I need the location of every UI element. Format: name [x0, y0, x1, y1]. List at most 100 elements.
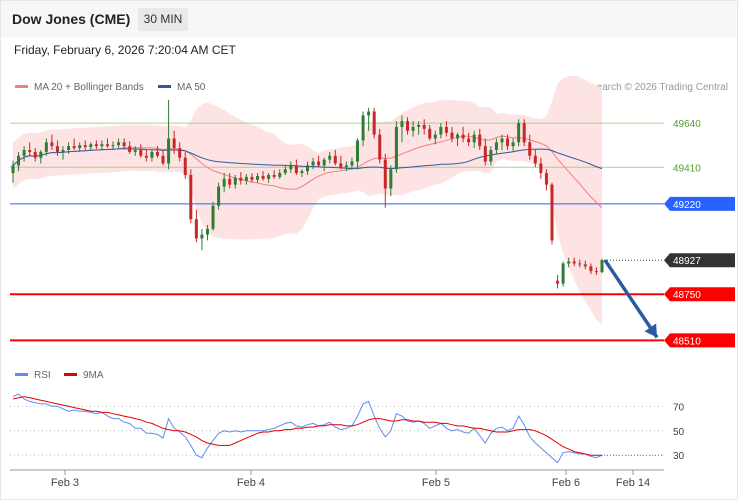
candle-body: [105, 144, 109, 147]
candle: [50, 134, 54, 150]
candle-body: [494, 142, 498, 150]
candle: [456, 132, 460, 147]
candle-body: [39, 151, 43, 158]
candle: [117, 138, 121, 149]
candle-body: [428, 128, 432, 139]
candle: [333, 150, 337, 166]
candle: [478, 128, 482, 150]
candle: [133, 146, 137, 156]
candle: [511, 138, 515, 152]
candle-body: [567, 261, 571, 264]
level-value: 48927: [673, 256, 701, 267]
rsi-tick-label: 70: [673, 402, 685, 413]
level-value: 49640: [673, 119, 701, 130]
candle: [255, 173, 259, 183]
level-value: 48750: [673, 290, 701, 301]
candle: [367, 107, 371, 131]
candle: [539, 157, 543, 179]
candle-body: [339, 163, 343, 168]
candle: [283, 165, 287, 175]
candle-body: [522, 123, 526, 143]
rsi-ma-swatch: [64, 372, 77, 376]
time-tick-label: Feb 5: [422, 477, 450, 489]
candle: [294, 159, 298, 175]
candle-body: [306, 165, 309, 172]
candle: [572, 257, 576, 267]
candle-body: [556, 280, 560, 284]
candle: [383, 153, 387, 208]
level-label-resistance: 49640: [673, 119, 701, 130]
projection-arrow-head: [644, 323, 657, 338]
chart-header: Dow Jones (CME) 30 MIN: [1, 1, 737, 37]
candle-body: [244, 176, 248, 181]
rsi-ma-legend-label: 9MA: [83, 370, 104, 381]
rsi-line: [12, 393, 603, 464]
candle-body: [322, 159, 326, 166]
candle-body: [100, 144, 104, 147]
legend-rsi: RSI: [15, 370, 51, 381]
candle-body: [211, 205, 215, 229]
candle-body: [467, 138, 471, 143]
candle-body: [272, 175, 276, 177]
candle-body: [350, 161, 354, 166]
candle-body: [294, 165, 298, 174]
candle: [461, 126, 465, 143]
projection-arrow-shaft: [603, 259, 659, 339]
candle-body: [472, 134, 476, 143]
candle-body: [489, 150, 493, 162]
candle: [317, 155, 321, 168]
candle: [411, 121, 415, 137]
candle: [422, 119, 426, 135]
candle-body: [183, 157, 187, 175]
candle: [567, 257, 571, 268]
candle: [194, 209, 198, 243]
candle-body: [383, 159, 387, 189]
candle-body: [67, 146, 71, 150]
candle: [39, 150, 43, 164]
candle: [83, 140, 87, 150]
candle: [72, 138, 76, 150]
rsi-tick-label: 50: [673, 427, 685, 438]
candle-body: [167, 138, 171, 164]
level-value: 49220: [673, 200, 701, 211]
candle-body: [28, 150, 32, 152]
candle-body: [150, 151, 154, 158]
candle-body: [133, 150, 137, 152]
candle: [589, 263, 593, 275]
candle: [183, 151, 187, 179]
candle: [356, 138, 360, 170]
candle: [239, 172, 243, 185]
candle: [211, 201, 215, 231]
candle-body: [461, 134, 465, 139]
candle-body: [128, 146, 132, 152]
candle-body: [94, 144, 98, 147]
timeframe-badge[interactable]: 30 MIN: [138, 8, 188, 31]
candle-body: [222, 178, 226, 187]
bollinger-band: [13, 75, 602, 326]
candle: [55, 140, 59, 156]
candle-body: [189, 175, 193, 220]
candle: [233, 175, 237, 189]
candle: [61, 146, 65, 160]
candle: [594, 267, 598, 275]
candle-body: [333, 155, 337, 164]
candle: [261, 171, 265, 181]
candle: [222, 173, 226, 193]
candle-body: [439, 126, 443, 135]
candle: [267, 173, 271, 183]
candle: [372, 107, 376, 139]
candle-body: [117, 142, 121, 146]
candle-body: [194, 219, 198, 239]
candle: [550, 182, 554, 245]
candle-body: [255, 175, 259, 180]
candle-body: [122, 142, 126, 147]
time-tick-label: Feb 14: [616, 477, 650, 489]
candle-body: [55, 146, 59, 152]
candle: [289, 161, 293, 174]
candle: [400, 115, 404, 143]
candle: [328, 151, 332, 164]
candle: [306, 161, 309, 175]
candle-body: [517, 123, 521, 143]
